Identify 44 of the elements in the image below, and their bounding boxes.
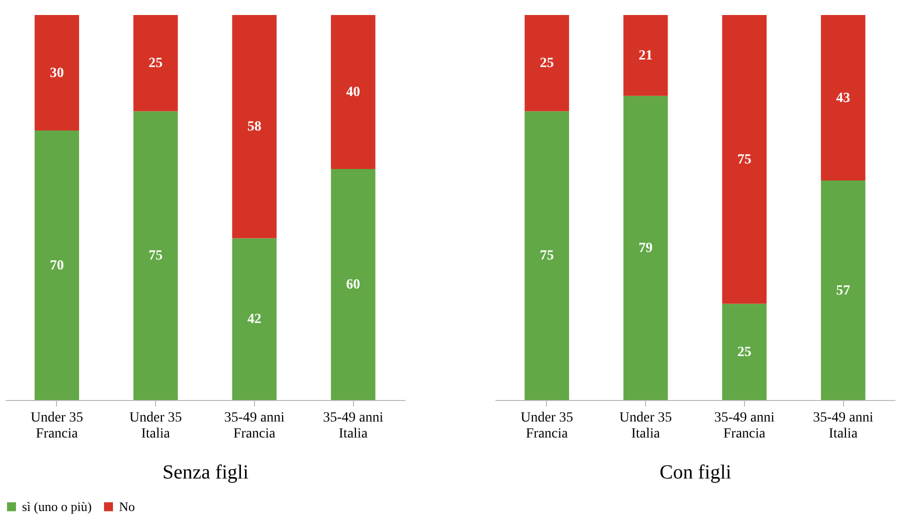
x-axis-title: Con figli <box>660 462 732 484</box>
data-label: 42 <box>247 312 262 328</box>
data-label: 58 <box>247 120 262 135</box>
bar <box>722 15 767 304</box>
data-label: 25 <box>540 56 554 72</box>
bar <box>232 238 277 400</box>
data-label: 25 <box>737 344 752 360</box>
x-tick-label: Under 35 Francia <box>520 410 574 442</box>
data-label: 75 <box>737 152 752 168</box>
x-tick-label: 35-49 anni Francia <box>224 410 285 442</box>
bar <box>524 15 570 112</box>
data-label: 30 <box>50 66 64 81</box>
data-label: 79 <box>638 240 653 256</box>
x-tick-label: Under 35 Francia <box>30 410 84 442</box>
x-tick-label: 35-49 anni Francia <box>714 410 775 442</box>
data-label: 75 <box>540 248 554 264</box>
bar <box>232 15 277 238</box>
bar <box>330 169 376 400</box>
legend-label: sì (uno o più) <box>22 498 92 514</box>
data-label: 21 <box>638 48 653 64</box>
x-tick-label: Under 35 Italia <box>129 410 182 442</box>
x-tick-label: 35-49 anni Italia <box>813 410 874 442</box>
legend-label: No <box>119 498 135 514</box>
bar <box>524 111 570 400</box>
bar <box>330 15 376 169</box>
data-label: 70 <box>50 258 64 274</box>
data-label: 75 <box>148 248 163 264</box>
bar <box>820 15 866 181</box>
bar <box>722 304 767 400</box>
x-axis-title: Senza figli <box>162 462 249 484</box>
bar <box>623 15 668 96</box>
bar <box>34 130 80 400</box>
bar <box>133 15 178 112</box>
bar <box>34 15 80 130</box>
data-label: 57 <box>836 283 850 298</box>
data-label: 43 <box>836 90 850 106</box>
data-label: 60 <box>346 278 360 292</box>
x-tick-label: Under 35 Italia <box>619 410 672 442</box>
bar <box>133 111 178 400</box>
bar <box>623 96 668 400</box>
bar <box>820 180 866 400</box>
data-label: 40 <box>346 85 360 100</box>
x-tick-label: 35-49 anni Italia <box>323 410 384 442</box>
data-label: 25 <box>148 56 163 72</box>
